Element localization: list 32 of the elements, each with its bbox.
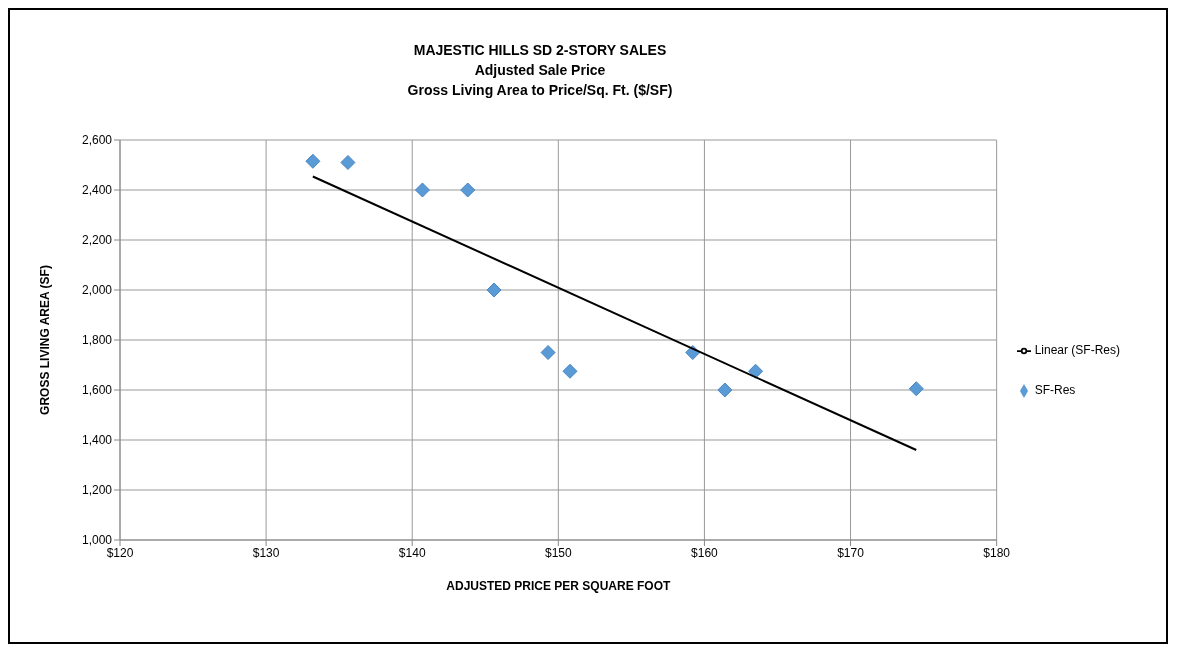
point xyxy=(340,155,356,170)
point xyxy=(717,382,733,398)
y-tick-label: 2,000 xyxy=(81,283,113,298)
legend-label: SF-Res xyxy=(1034,383,1076,397)
x-tick-label: $180 xyxy=(983,545,1011,560)
y-tick-label: 1,000 xyxy=(81,533,113,548)
y-tick-label: 2,600 xyxy=(81,133,113,148)
x-tick-label: $120 xyxy=(106,545,134,560)
point xyxy=(414,182,430,198)
y-tick-label: 1,400 xyxy=(81,433,113,448)
x-tick-label: $130 xyxy=(252,545,280,560)
point xyxy=(562,363,578,379)
point xyxy=(460,182,476,198)
point xyxy=(748,363,764,379)
chart-subtitle: Adjusted Sale Price Gross Living Area to Price/Sq. Ft. ($/SF) xyxy=(406,61,674,100)
chart-title: MAJESTIC HILLS SD 2-STORY SALES xyxy=(412,41,668,60)
y-tick-label: 2,200 xyxy=(81,233,113,248)
point xyxy=(908,381,924,397)
x-tick-label: $160 xyxy=(691,545,719,560)
y-tick-label: 1,200 xyxy=(81,483,113,498)
point xyxy=(540,345,556,360)
x-tick-label: $170 xyxy=(837,545,865,560)
y-tick-label: 1,600 xyxy=(81,383,113,398)
legend-label: Linear (SF-Res) xyxy=(1034,343,1120,357)
x-tick-label: $140 xyxy=(398,545,426,560)
y-axis-title: GROSS LIVING AREA (SF) xyxy=(38,265,53,415)
point xyxy=(305,153,321,169)
x-tick-label: $150 xyxy=(544,545,572,560)
y-tick-label: 2,400 xyxy=(81,183,113,198)
y-tick-label: 1,800 xyxy=(81,333,113,348)
x-axis-title: ADJUSTED PRICE PER SQUARE FOOT xyxy=(446,579,671,593)
point xyxy=(486,282,502,298)
